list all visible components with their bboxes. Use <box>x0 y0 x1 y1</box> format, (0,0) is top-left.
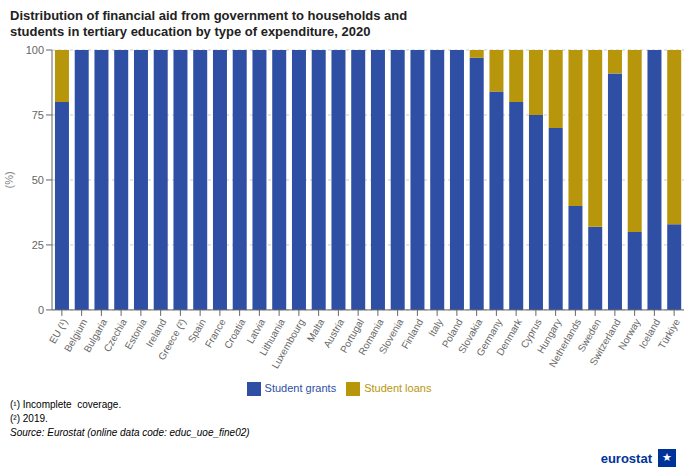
svg-text:Spain: Spain <box>185 317 208 345</box>
svg-text:Ireland: Ireland <box>143 317 169 349</box>
svg-text:Luxembourg: Luxembourg <box>269 317 306 371</box>
svg-text:Malta: Malta <box>304 317 327 344</box>
html-text:Student loans: Student loans <box>364 381 432 394</box>
svg-text:Lithuania: Lithuania <box>257 317 287 358</box>
svg-text:Iceland: Iceland <box>636 317 663 351</box>
svg-text:Poland: Poland <box>439 317 465 350</box>
svg-text:Austria: Austria <box>321 317 347 350</box>
svg-text:Latvia: Latvia <box>244 317 268 346</box>
svg-text:50: 50 <box>32 174 44 186</box>
svg-text:EU (¹): EU (¹) <box>46 317 70 346</box>
svg-text:Germany: Germany <box>474 317 505 359</box>
svg-text:Netherlands: Netherlands <box>546 317 584 370</box>
svg-text:Belgium: Belgium <box>61 317 90 354</box>
svg-text:Norway: Norway <box>616 317 643 352</box>
svg-text:Switzerland: Switzerland <box>587 317 623 368</box>
svg-text:Denmark: Denmark <box>494 316 524 357</box>
svg-text:Finland: Finland <box>399 317 425 351</box>
svg-text:Portugal: Portugal <box>337 317 366 355</box>
svg-text:Czechia: Czechia <box>101 317 129 354</box>
svg-text:Estonia: Estonia <box>123 317 149 352</box>
svg-text:Italy: Italy <box>426 317 445 338</box>
html-text:eurostat: eurostat <box>600 450 652 466</box>
svg-text:Romania: Romania <box>356 317 386 358</box>
html-text:Distribution of financial aid: Distribution of financial aid from gover… <box>10 8 408 39</box>
html-text:Source: Eurostat (online data: Source: Eurostat (online data code: educ… <box>10 427 250 438</box>
svg-text:France: France <box>202 317 228 350</box>
svg-text:100: 100 <box>26 44 44 56</box>
svg-text:Slovakia: Slovakia <box>456 317 485 356</box>
svg-text:Sweden: Sweden <box>575 317 603 354</box>
html-text:(²) 2019.: (²) 2019. <box>10 413 48 424</box>
svg-text:Cyprus: Cyprus <box>518 317 544 350</box>
svg-text:75: 75 <box>32 109 44 121</box>
svg-text:25: 25 <box>32 239 44 251</box>
svg-text:Slovenia: Slovenia <box>377 317 406 356</box>
html-text:Student grants: Student grants <box>264 381 337 394</box>
svg-text:0: 0 <box>38 304 44 316</box>
html-text:(¹) Incomplete coverage.: (¹) Incomplete coverage. <box>10 399 122 410</box>
svg-text:Croatia: Croatia <box>222 317 248 351</box>
svg-text:Greece (²): Greece (²) <box>156 317 188 362</box>
svg-text:Türkiye: Türkiye <box>656 317 682 351</box>
svg-text:Hungary: Hungary <box>535 317 564 356</box>
svg-text:(%): (%) <box>8 171 15 188</box>
svg-text:Bulgaria: Bulgaria <box>81 317 110 355</box>
